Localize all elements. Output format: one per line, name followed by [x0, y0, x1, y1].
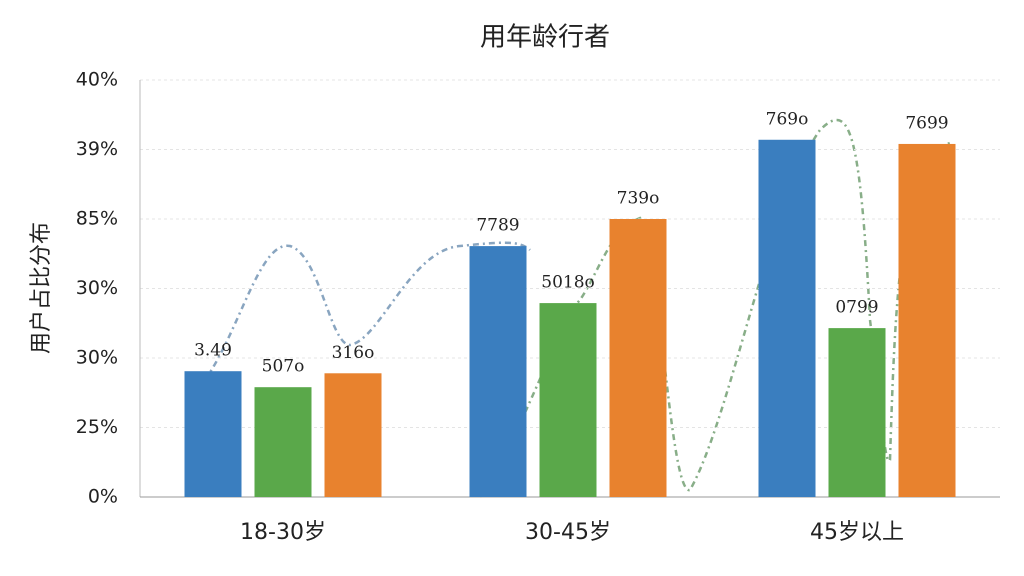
chart-title: 用年龄行者	[480, 23, 610, 53]
bar	[469, 246, 527, 497]
x-tick-label: 18-30岁	[240, 520, 326, 545]
value-label: 739o	[617, 189, 660, 209]
bar	[539, 303, 597, 497]
value-label: 316o	[332, 343, 375, 363]
value-label: 7699	[905, 113, 948, 133]
y-tick-label: 0%	[88, 486, 118, 508]
bar	[758, 139, 816, 497]
value-label: 0799	[835, 298, 878, 318]
y-tick-label: 85%	[76, 208, 118, 230]
x-tick-label: 45岁以上	[810, 520, 904, 545]
value-label: 3.49	[194, 341, 232, 361]
bar	[828, 328, 886, 497]
bar	[324, 373, 382, 497]
value-label: 7789	[476, 216, 519, 236]
bar	[254, 387, 312, 497]
y-tick-label: 25%	[76, 416, 118, 438]
y-tick-label: 40%	[76, 69, 118, 91]
value-label: 507o	[262, 357, 305, 377]
y-tick-label: 30%	[76, 277, 118, 299]
bar	[898, 143, 956, 497]
value-label: 5018o	[541, 273, 595, 293]
x-tick-label: 30-45岁	[525, 520, 611, 545]
bar	[609, 219, 667, 497]
y-tick-label: 30%	[76, 347, 118, 369]
value-label: 769o	[766, 109, 809, 129]
y-axis-label: 用户占比分布	[29, 222, 54, 354]
bar	[184, 371, 242, 497]
y-tick-label: 39%	[76, 138, 118, 160]
